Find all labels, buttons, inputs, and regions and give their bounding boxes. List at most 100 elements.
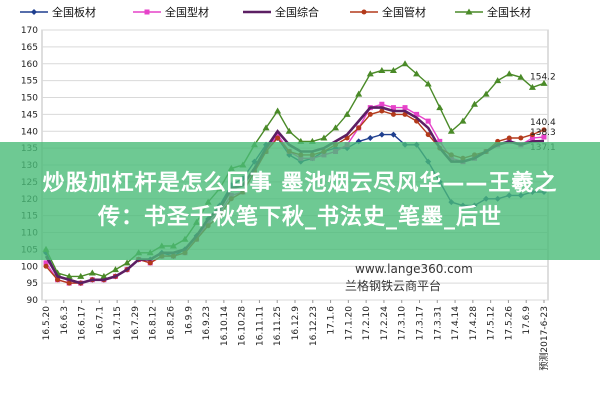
y-tick-label: 145 bbox=[21, 110, 38, 120]
series-point bbox=[111, 266, 119, 273]
series-point bbox=[471, 100, 479, 107]
series-point bbox=[123, 259, 131, 266]
series-point bbox=[88, 269, 96, 276]
series-point bbox=[425, 132, 431, 138]
x-tick-label: 16.7.29 bbox=[131, 306, 141, 341]
y-tick-label: 140 bbox=[21, 127, 38, 137]
x-tick-label: 16.7.15 bbox=[113, 306, 123, 340]
series-point bbox=[390, 105, 396, 111]
x-tick-label: 17.4.28 bbox=[469, 306, 479, 341]
x-tick-label: 16.11.25 bbox=[273, 306, 283, 346]
series-point bbox=[275, 132, 281, 138]
chart-legend: 全国板材 全国型材 全国综合 全国管材 全国长材 bbox=[20, 5, 531, 19]
series-point bbox=[518, 135, 524, 141]
x-tick-label: 16.10.28 bbox=[238, 306, 248, 346]
series-point bbox=[379, 108, 385, 114]
y-tick-label: 90 bbox=[27, 296, 39, 306]
x-tick-label: 17.3.10 bbox=[398, 306, 408, 341]
series-point bbox=[343, 110, 351, 117]
series-point bbox=[540, 79, 548, 86]
series-point bbox=[285, 127, 293, 134]
x-tick-label: 预测2017-6-23 bbox=[539, 306, 550, 371]
banner-line-2: 传：书圣千秋笔下秋_书法史_笔墨_后世 bbox=[97, 205, 502, 230]
x-tick-label: 17.2.10 bbox=[362, 306, 372, 341]
series-point bbox=[390, 131, 397, 138]
end-value-label: 140.4 bbox=[530, 118, 556, 128]
series-point bbox=[465, 8, 473, 15]
series-point bbox=[436, 104, 444, 111]
series-point bbox=[367, 111, 373, 117]
series-point bbox=[356, 125, 362, 131]
x-tick-label: 17.3.17 bbox=[416, 306, 426, 340]
series-point bbox=[355, 90, 363, 97]
series-point bbox=[55, 277, 61, 283]
x-tick-label: 17.1.20 bbox=[344, 306, 354, 341]
y-tick-label: 165 bbox=[21, 43, 38, 53]
series-point bbox=[390, 111, 396, 117]
end-value-label: 138.3 bbox=[530, 128, 556, 138]
series-point bbox=[367, 135, 374, 141]
x-tick-label: 16.6.3 bbox=[60, 306, 70, 335]
x-tick-label: 16.8.26 bbox=[167, 306, 177, 341]
series-point bbox=[77, 272, 85, 279]
series-point bbox=[482, 90, 490, 97]
legend-item: 全国长材 bbox=[455, 5, 531, 19]
series-point bbox=[447, 127, 455, 134]
series-point bbox=[144, 9, 150, 15]
series-point bbox=[459, 117, 467, 124]
x-tick-label: 17.6.9 bbox=[522, 306, 532, 335]
series-point bbox=[528, 83, 536, 90]
series-point bbox=[506, 135, 512, 141]
series-point bbox=[505, 70, 513, 77]
series-point bbox=[262, 124, 270, 131]
legend-item: 全国综合 bbox=[243, 5, 319, 19]
series-point bbox=[43, 260, 49, 266]
series-point bbox=[541, 127, 547, 133]
x-tick-label: 17.3.31 bbox=[433, 306, 443, 340]
x-tick-label: 17.1.6 bbox=[327, 306, 337, 335]
watermark-platform: 兰格钢铁云商平台 bbox=[345, 278, 441, 293]
watermark-site: www.lange360.com bbox=[355, 262, 473, 276]
banner-line-1: 炒股加杠杆是怎么回事 墨池烟云尽风华——王羲之 bbox=[42, 171, 558, 196]
series-point bbox=[529, 132, 535, 138]
series-point bbox=[379, 101, 385, 107]
x-tick-label: 17.5.26 bbox=[504, 306, 514, 341]
x-tick-label: 16.12.9 bbox=[291, 306, 301, 341]
y-tick-label: 155 bbox=[21, 77, 38, 87]
x-tick-label: 16.6.17 bbox=[78, 306, 88, 340]
x-tick-label: 16.9.9 bbox=[184, 306, 194, 335]
series-point bbox=[274, 107, 282, 114]
legend-item: 全国管材 bbox=[350, 5, 426, 19]
legend-label: 全国型材 bbox=[165, 5, 209, 19]
overlay-banner: 炒股加杠杆是怎么回事 墨池烟云尽风华——王羲之 传：书圣千秋笔下秋_书法史_笔墨… bbox=[0, 142, 600, 260]
series-point bbox=[65, 272, 73, 279]
series-point bbox=[437, 138, 443, 144]
series-point bbox=[494, 77, 502, 84]
series-point bbox=[425, 118, 431, 124]
y-tick-label: 150 bbox=[21, 94, 38, 104]
series-point bbox=[275, 135, 281, 141]
series-point bbox=[529, 135, 535, 141]
y-tick-label: 95 bbox=[27, 279, 38, 289]
series-point bbox=[378, 67, 386, 73]
x-tick-label: 17.2.24 bbox=[380, 306, 390, 341]
legend-item: 全国板材 bbox=[20, 5, 96, 19]
watermark: www.lange360.com 兰格钢铁云商平台 bbox=[345, 262, 473, 293]
y-tick-label: 100 bbox=[21, 262, 38, 272]
end-value-label: 154.2 bbox=[530, 72, 556, 82]
series-point bbox=[401, 60, 409, 67]
legend-label: 全国管材 bbox=[382, 5, 426, 19]
series-point bbox=[378, 131, 385, 138]
series-point bbox=[66, 280, 72, 286]
legend-label: 全国长材 bbox=[487, 5, 531, 19]
series-point bbox=[424, 80, 432, 87]
x-tick-label: 16.12.23 bbox=[309, 306, 319, 346]
y-tick-label: 160 bbox=[21, 60, 38, 70]
series-point bbox=[414, 111, 420, 117]
legend-item: 全国型材 bbox=[133, 5, 209, 19]
series-point bbox=[389, 67, 397, 73]
x-tick-label: 16.7.1 bbox=[95, 306, 105, 335]
series-point bbox=[43, 263, 49, 269]
legend-label: 全国综合 bbox=[275, 5, 319, 19]
